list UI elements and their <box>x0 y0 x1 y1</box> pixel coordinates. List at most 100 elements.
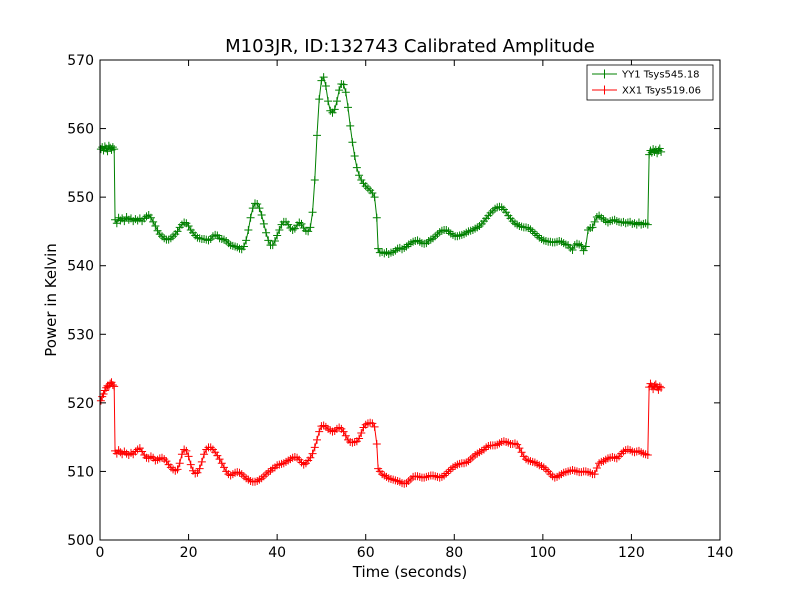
data-point <box>341 431 350 440</box>
data-point <box>324 97 333 106</box>
data-point <box>151 221 160 230</box>
data-point <box>111 215 120 224</box>
series-layer <box>96 73 666 488</box>
data-point <box>197 457 206 466</box>
chart-title: M103JR, ID:132743 Calibrated Amplitude <box>225 36 595 57</box>
data-point <box>313 435 321 444</box>
x-tick-label: 40 <box>268 545 286 561</box>
plot-frame <box>99 59 721 541</box>
data-point <box>313 131 321 140</box>
data-point <box>193 468 202 477</box>
data-point <box>184 221 193 230</box>
legend-label-yy1: YY1 Tsys545.18 <box>621 70 700 81</box>
data-point <box>273 231 282 240</box>
data-point <box>306 453 315 462</box>
x-tick-label: 120 <box>618 545 645 561</box>
y-tick-label: 560 <box>67 122 94 138</box>
data-point <box>270 237 279 246</box>
data-point <box>173 227 182 236</box>
data-point <box>368 189 377 198</box>
data-point <box>253 200 262 208</box>
data-point <box>315 95 324 104</box>
x-tick-label: 0 <box>96 545 105 561</box>
data-point <box>297 219 306 228</box>
legend-label-xx1: XX1 Tsys519.06 <box>622 86 701 97</box>
data-point <box>655 144 664 153</box>
legend: YY1 Tsys545.18 XX1 Tsys519.06 <box>586 64 714 101</box>
data-point <box>308 208 317 217</box>
data-point <box>182 446 191 455</box>
data-point <box>110 145 119 154</box>
y-tick-label: 520 <box>67 396 94 412</box>
data-point <box>173 465 182 474</box>
data-point <box>310 176 319 184</box>
data-point <box>370 193 379 202</box>
data-point <box>374 244 383 253</box>
x-tick-label: 20 <box>180 545 198 561</box>
data-point <box>355 171 364 180</box>
data-point <box>120 217 129 226</box>
data-point <box>100 142 109 151</box>
data-point <box>220 463 228 472</box>
data-point <box>355 434 364 443</box>
data-point <box>372 213 381 222</box>
y-tick-label: 530 <box>67 327 94 343</box>
x-tick-label: 80 <box>445 545 463 561</box>
data-point <box>649 385 658 394</box>
data-point <box>344 103 352 112</box>
data-point <box>114 446 123 455</box>
data-point <box>590 217 599 226</box>
data-point <box>330 105 339 114</box>
x-axis-title: Time (seconds) <box>352 563 468 581</box>
data-point <box>99 389 108 398</box>
data-point <box>116 448 125 457</box>
data-point <box>104 141 113 150</box>
data-point <box>590 470 599 479</box>
data-point <box>517 448 526 457</box>
data-point <box>195 464 204 473</box>
data-point <box>306 223 315 232</box>
data-point <box>643 220 652 229</box>
data-point <box>244 226 253 235</box>
x-tick-label: 60 <box>357 545 375 561</box>
data-point <box>262 228 271 237</box>
data-point <box>184 452 193 461</box>
data-point <box>335 86 344 95</box>
data-point <box>108 381 117 390</box>
data-point <box>655 382 664 391</box>
data-point <box>268 241 277 250</box>
data-point <box>149 217 158 226</box>
series-1 <box>96 378 666 488</box>
data-point <box>352 163 361 172</box>
y-tick-label: 570 <box>67 53 94 69</box>
data-point <box>341 88 350 97</box>
data-point <box>246 213 255 222</box>
data-point <box>657 147 666 156</box>
data-point <box>577 241 586 250</box>
data-point <box>200 450 209 459</box>
data-point <box>315 427 324 436</box>
data-point <box>215 455 224 464</box>
data-point <box>319 73 328 82</box>
data-point <box>146 213 155 222</box>
y-tick-label: 540 <box>67 259 94 275</box>
data-point <box>370 422 379 431</box>
data-point <box>259 219 268 228</box>
data-point <box>579 246 588 255</box>
y-tick-label: 550 <box>67 190 94 206</box>
legend-box <box>586 64 714 101</box>
data-point <box>643 450 652 459</box>
data-point <box>332 97 341 106</box>
data-point <box>346 121 355 130</box>
y-tick-label: 500 <box>67 533 94 549</box>
data-point <box>350 152 359 160</box>
data-point <box>348 138 357 147</box>
data-point <box>110 382 119 391</box>
data-point <box>310 443 319 452</box>
data-point <box>186 460 195 469</box>
data-point <box>112 449 121 458</box>
data-point <box>116 216 125 225</box>
data-point <box>175 459 184 468</box>
data-point <box>339 80 348 89</box>
data-point <box>304 227 313 236</box>
